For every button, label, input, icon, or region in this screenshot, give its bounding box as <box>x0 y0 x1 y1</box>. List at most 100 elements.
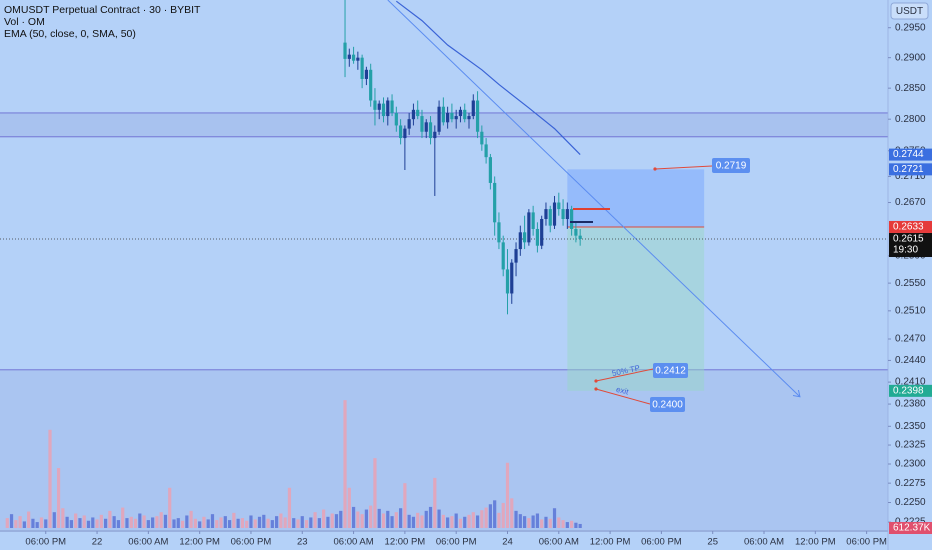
volume-bar <box>193 518 197 528</box>
candle-body <box>343 42 347 59</box>
volume-bar <box>227 520 232 528</box>
volume-bar <box>112 516 116 528</box>
volume-bar <box>399 508 403 528</box>
annotation-text: exit <box>615 385 630 397</box>
chart-title: OMUSDT Perpetual Contract · 30 · BYBIT <box>4 4 201 16</box>
y-tick-label: 0.2440 <box>895 355 926 366</box>
volume-bar <box>257 516 262 528</box>
volume-bar <box>35 522 39 528</box>
volume-bar <box>155 516 159 528</box>
callout-text: 0.2719 <box>716 161 747 172</box>
volume-bar <box>360 514 364 528</box>
stop-price-label: 0.2398 <box>893 385 924 396</box>
volume-bar <box>381 513 386 528</box>
volume-bar <box>210 514 215 528</box>
volume-bar <box>326 516 330 528</box>
volume-bar <box>172 519 176 528</box>
candle-body <box>450 112 454 120</box>
volume-bar <box>411 516 416 528</box>
callout-box <box>650 397 685 412</box>
volume-bar <box>138 513 142 528</box>
volume-bar <box>180 520 185 528</box>
candle-body <box>446 112 450 123</box>
volume-bar <box>300 516 304 528</box>
candle-body <box>399 125 403 139</box>
volume-bar <box>514 510 518 528</box>
candle-body <box>484 144 488 158</box>
volume-bar <box>309 517 313 528</box>
y-tick-label: 0.2670 <box>895 197 926 208</box>
volume-bar <box>351 506 356 528</box>
candle-body <box>356 57 360 61</box>
volume-bar <box>95 519 99 528</box>
volume-bar <box>501 502 505 528</box>
volume-bar <box>125 518 129 528</box>
volume-bar <box>185 515 189 528</box>
candle-body <box>347 54 351 59</box>
volume-bar <box>369 505 373 528</box>
volume-bar <box>420 515 424 528</box>
volume-bar <box>347 487 351 528</box>
volume-bar <box>424 510 428 528</box>
y-tick-label: 0.2325 <box>895 440 926 451</box>
y-tick-label: 0.2710 <box>895 171 926 182</box>
volume-bar <box>151 517 155 528</box>
volume-bar <box>31 518 35 528</box>
volume-bar <box>146 520 150 528</box>
volume-bar <box>561 520 565 528</box>
callout-text: 0.2412 <box>655 366 686 377</box>
volume-bar <box>121 507 125 528</box>
candle-body <box>351 54 356 61</box>
target-price-label-box <box>889 163 932 176</box>
y-tick-label: 0.2410 <box>895 377 926 388</box>
indicator-label: EMA (50, close, 0, SMA, 50) <box>4 28 136 40</box>
candle-body <box>411 109 416 120</box>
callout-dot <box>594 379 598 383</box>
level-zone <box>0 369 888 530</box>
candle-body <box>501 242 505 270</box>
volume-bar <box>488 504 492 528</box>
volume-bar <box>317 518 321 528</box>
entry-price-label: 0.2633 <box>893 222 924 233</box>
candle-body <box>390 100 394 113</box>
candle-body <box>471 100 475 117</box>
volume-bar <box>65 516 69 528</box>
volume-bar <box>454 513 458 528</box>
y-tick-label: 0.2800 <box>895 114 926 125</box>
candle-body <box>544 209 548 220</box>
volume-bar <box>570 520 574 528</box>
position-target-zone <box>567 169 705 227</box>
volume-bar <box>386 510 390 528</box>
volume-bar <box>416 512 420 528</box>
volume-bar <box>364 509 369 528</box>
currency-box[interactable] <box>890 2 929 20</box>
volume-bar <box>565 522 569 528</box>
volume-bar <box>548 518 552 528</box>
candle-body <box>497 222 501 243</box>
currency[interactable]: USDT <box>896 6 923 17</box>
volume-bar <box>275 516 279 528</box>
volume-bar <box>531 515 535 528</box>
volume-bar <box>39 517 44 528</box>
y-tick-label: 0.2850 <box>895 83 926 94</box>
callout-box <box>712 158 750 173</box>
volume-bar <box>463 516 467 528</box>
y-tick-label: 0.2950 <box>895 22 926 33</box>
volume-bar <box>437 509 441 528</box>
volume-bar <box>578 523 582 528</box>
y-tick-label: 0.2300 <box>895 459 926 470</box>
volume-bar <box>91 517 95 528</box>
volume-bar <box>253 519 257 528</box>
volume-bar <box>458 518 463 528</box>
volume-bar <box>133 518 138 528</box>
volume-bar <box>78 518 82 528</box>
candle-body <box>565 209 569 220</box>
volume-bar <box>206 519 210 528</box>
ema-price-label: 0.2744 <box>893 149 924 160</box>
candle-body <box>561 209 565 220</box>
volume-bar <box>74 513 78 528</box>
candle-body <box>578 235 582 240</box>
volume-bar <box>116 520 121 528</box>
callout-line <box>595 388 651 405</box>
